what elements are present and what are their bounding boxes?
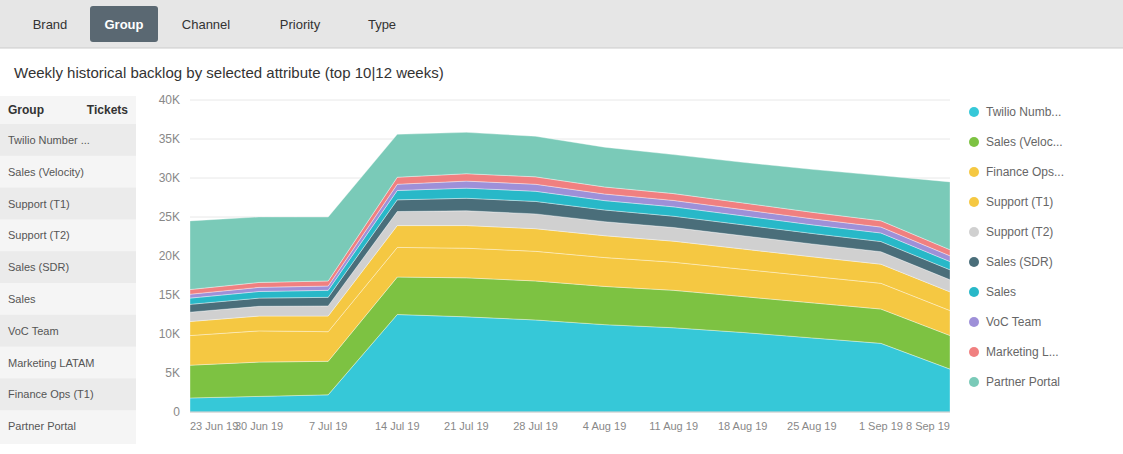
x-tick-label: 8 Sep 19: [906, 420, 950, 432]
x-tick-label: 25 Aug 19: [787, 420, 837, 432]
table-row-label[interactable]: VoC Team: [8, 325, 59, 337]
table-header: Tickets: [87, 103, 128, 117]
table-row-bg: [0, 378, 136, 410]
tab-label[interactable]: Priority: [280, 17, 321, 32]
x-tick-label: 30 Jun 19: [235, 420, 283, 432]
legend-swatch: [969, 347, 979, 357]
x-tick-label: 7 Jul 19: [309, 420, 348, 432]
legend-label: Sales: [986, 285, 1016, 299]
x-tick-label: 21 Jul 19: [444, 420, 489, 432]
x-tick-label: 18 Aug 19: [718, 420, 768, 432]
grid-line: [190, 139, 950, 140]
table-row-bg: [0, 124, 136, 156]
tab-label[interactable]: Channel: [182, 17, 231, 32]
y-tick-label: 35K: [159, 132, 180, 146]
legend-label: Support (T2): [986, 225, 1053, 239]
legend-label: Sales (SDR): [986, 255, 1053, 269]
legend-label: Twilio Numb...: [986, 105, 1061, 119]
tab-label[interactable]: Group: [105, 17, 144, 32]
x-tick-label: 11 Aug 19: [649, 420, 698, 432]
legend-label: Sales (Veloc...: [986, 135, 1063, 149]
tab-label[interactable]: Type: [368, 17, 396, 32]
table-row-bg: [0, 251, 136, 283]
legend-swatch: [969, 317, 979, 327]
table-header: Group: [8, 103, 44, 117]
y-tick-label: 10K: [159, 327, 180, 341]
y-axis: 0 5K 10K 15K 20K 25K 30K 35K 40K: [159, 93, 950, 419]
table-row-label[interactable]: Sales (SDR): [8, 261, 69, 273]
legend-label: VoC Team: [986, 315, 1041, 329]
legend-swatch: [969, 197, 979, 207]
y-tick-label: 30K: [159, 171, 180, 185]
table-row-bg: [0, 315, 136, 347]
table-row-label[interactable]: Sales: [8, 293, 36, 305]
legend-swatch: [969, 257, 979, 267]
x-axis-line: [190, 412, 950, 413]
table-row-label[interactable]: Support (T1): [8, 198, 70, 210]
legend-swatch: [969, 377, 979, 387]
x-tick-label: 1 Sep 19: [859, 420, 903, 432]
area-series: [190, 132, 950, 289]
legend-swatch: [969, 167, 979, 177]
table-row-label[interactable]: Support (T2): [8, 229, 70, 241]
areas: [190, 132, 950, 412]
table-row-label[interactable]: Finance Ops (T1): [8, 388, 94, 400]
table-row-label[interactable]: Twilio Number ...: [8, 134, 90, 146]
x-tick-label: 14 Jul 19: [375, 420, 420, 432]
legend-label: Finance Ops...: [986, 165, 1064, 179]
table-row-label[interactable]: Marketing LATAM: [8, 357, 94, 369]
y-tick-label: 5K: [165, 366, 180, 380]
y-tick-label: 15K: [159, 288, 180, 302]
legend-swatch: [969, 287, 979, 297]
tab[interactable]: Brand: [33, 17, 68, 32]
tab[interactable]: Priority: [280, 17, 321, 32]
x-tick-label: 23 Jun 19: [190, 420, 238, 432]
grid-line: [190, 412, 950, 413]
table-row-label[interactable]: Sales (Velocity): [8, 166, 84, 178]
y-tick-label: 0: [173, 405, 180, 419]
page: Brand Group Channel Priority Type Weekly hist…: [0, 0, 1123, 454]
x-tick-label: 28 Jul 19: [513, 420, 558, 432]
y-tick-label: 25K: [159, 210, 180, 224]
legend: Twilio Numb... Sales (Veloc... Finance Ops…: [969, 105, 1064, 389]
y-tick-label: 40K: [159, 93, 180, 107]
legend-label: Partner Portal: [986, 375, 1060, 389]
tab[interactable]: Channel: [182, 17, 231, 32]
tab-label[interactable]: Brand: [33, 17, 68, 32]
group-table: [0, 96, 136, 444]
y-tick-label: 20K: [159, 249, 180, 263]
table-row-bg: [0, 188, 136, 220]
chart-title: Weekly historical backlog by selected at…: [14, 64, 444, 81]
legend-label: Support (T1): [986, 195, 1053, 209]
legend-swatch: [969, 107, 979, 117]
x-tick-label: 4 Aug 19: [583, 420, 626, 432]
tab-bar: [0, 0, 1123, 48]
tab-active-bg: [90, 6, 158, 42]
x-axis: 23 Jun 1930 Jun 19 7 Jul 19 14 Jul 19 21 Ju…: [190, 420, 950, 432]
table-row-label[interactable]: Partner Portal: [8, 420, 76, 432]
legend-swatch: [969, 227, 979, 237]
tab[interactable]: Type: [368, 17, 396, 32]
legend-label: Marketing L...: [986, 345, 1059, 359]
tab-bar-border: [0, 48, 1123, 49]
legend-swatch: [969, 137, 979, 147]
grid-line: [190, 100, 950, 101]
tab[interactable]: Group: [90, 6, 158, 42]
